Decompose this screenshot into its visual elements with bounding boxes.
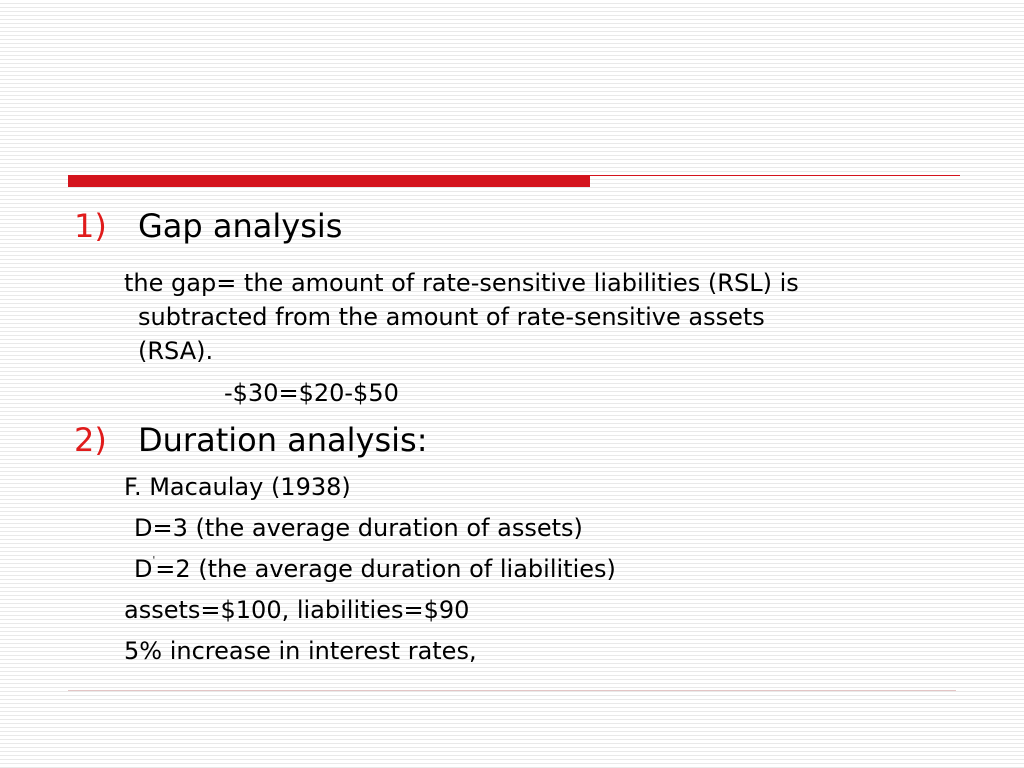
duration-liabilities: D'=2 (the average duration of liabilitie…: [134, 554, 616, 584]
assets-liabilities-amounts: assets=$100, liabilities=$90: [124, 596, 470, 624]
duration-assets: D=3 (the average duration of assets): [134, 514, 583, 542]
interest-rate-change: 5% increase in interest rates,: [124, 637, 477, 665]
gap-example: -$30=$20-$50: [224, 379, 399, 407]
gap-definition-line-2: subtracted from the amount of rate-sensi…: [138, 303, 765, 331]
gap-definition-line-3: (RSA).: [138, 337, 214, 365]
section-1-number: 1): [74, 207, 107, 245]
footer-divider: [68, 690, 956, 691]
gap-definition: the gap= the amount of rate-sensitive li…: [124, 266, 944, 368]
duration-liabilities-text: =2 (the average duration of liabilities): [155, 555, 616, 583]
section-1-heading: Gap analysis: [138, 207, 343, 245]
title-accent-bar: [68, 175, 590, 187]
title-accent-line: [590, 175, 960, 176]
prime-mark: ': [152, 555, 156, 566]
macaulay-reference: F. Macaulay (1938): [124, 473, 351, 501]
section-2-heading: Duration analysis:: [138, 421, 428, 459]
duration-liabilities-symbol: D: [134, 555, 153, 583]
section-2-number: 2): [74, 421, 107, 459]
gap-definition-line-1: the gap= the amount of rate-sensitive li…: [124, 269, 799, 297]
